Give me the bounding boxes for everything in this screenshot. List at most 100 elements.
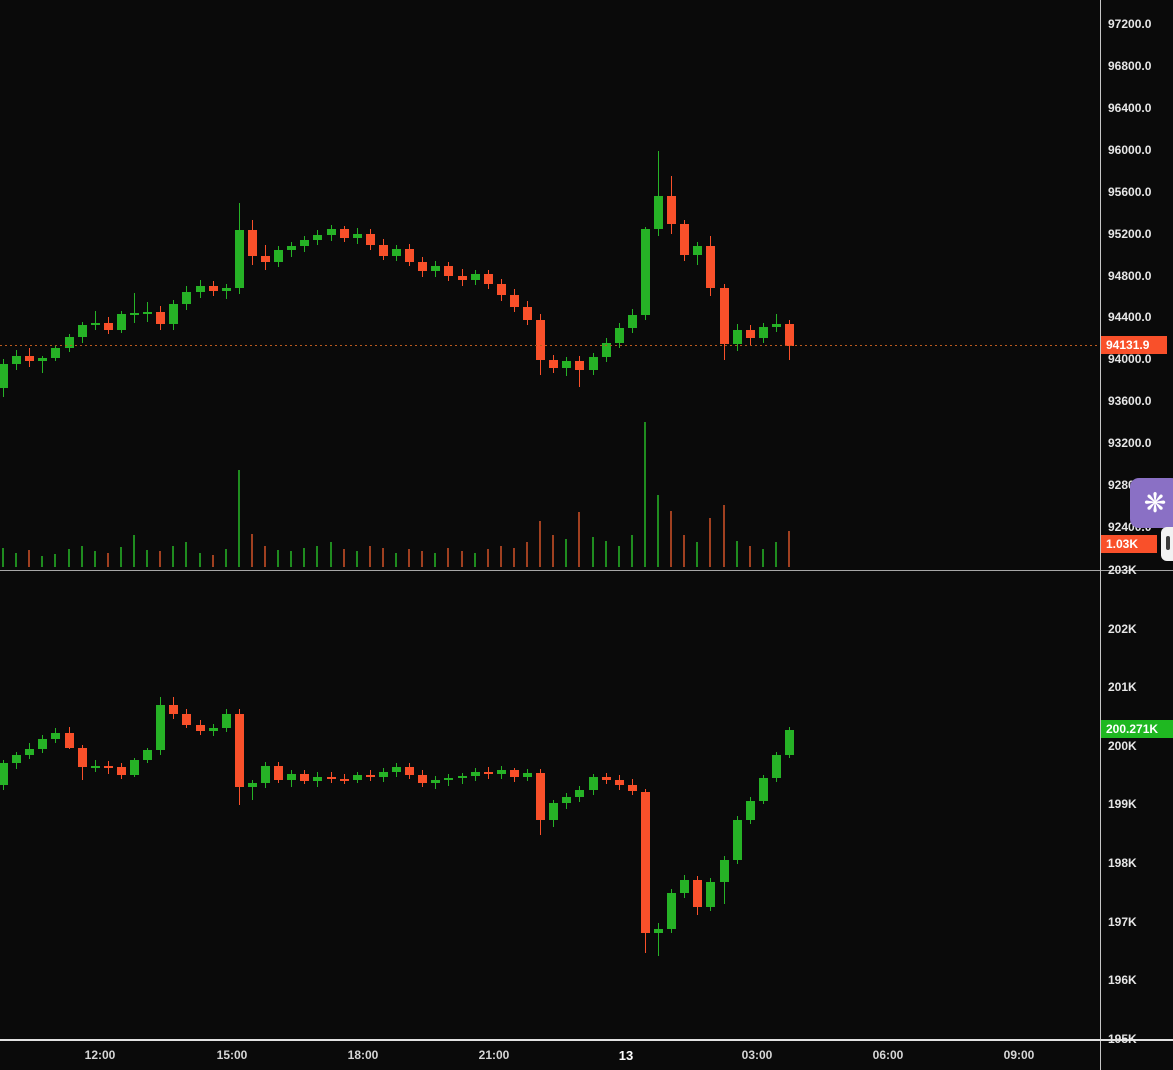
candle-body bbox=[78, 747, 87, 768]
candle-body bbox=[274, 250, 283, 262]
time-axis[interactable]: 12:00 15:00 18:00 21:00 13 03:00 06:00 09:00 bbox=[0, 1040, 1173, 1070]
candle-body bbox=[78, 324, 87, 338]
candle-wick bbox=[658, 150, 659, 236]
candle-body bbox=[313, 776, 322, 781]
candle-body bbox=[615, 327, 624, 343]
candle-body bbox=[641, 229, 650, 316]
candle-body bbox=[772, 754, 781, 779]
volume-bar bbox=[264, 545, 266, 567]
candle-body bbox=[497, 770, 506, 774]
candle-wick bbox=[776, 314, 777, 333]
time-tick-label: 21:00 bbox=[478, 1048, 510, 1062]
price-tick-label: 96000.0 bbox=[1108, 142, 1152, 157]
candle-wick bbox=[95, 311, 96, 330]
candle-body bbox=[667, 195, 676, 225]
candle-body bbox=[248, 782, 257, 787]
candle-body bbox=[143, 312, 152, 315]
candle-body bbox=[458, 776, 467, 779]
candle-body bbox=[641, 791, 650, 933]
candle-body bbox=[117, 766, 126, 775]
candle-wick bbox=[658, 922, 659, 956]
candle-body bbox=[130, 313, 139, 316]
price-tick-label: 96800.0 bbox=[1108, 58, 1152, 73]
candle-body bbox=[379, 245, 388, 256]
candle-body bbox=[536, 319, 545, 361]
price-tick-label: 200K bbox=[1108, 738, 1137, 753]
clipped-edge-widget[interactable] bbox=[1161, 527, 1173, 561]
price-tick-label: 95600.0 bbox=[1108, 184, 1152, 199]
price-tick-label: 198K bbox=[1108, 856, 1137, 870]
candle-body bbox=[536, 773, 545, 820]
price-tick-label: 97200.0 bbox=[1108, 17, 1152, 31]
candle-body bbox=[392, 249, 401, 256]
candle-body bbox=[287, 773, 296, 781]
indicator-current-value-label: 200.271K bbox=[1101, 720, 1173, 738]
candle-body bbox=[562, 796, 571, 804]
volume-bar bbox=[185, 542, 187, 567]
candle-body bbox=[182, 292, 191, 304]
candle-body bbox=[353, 233, 362, 238]
candle-body bbox=[785, 729, 794, 755]
candle-body bbox=[287, 246, 296, 251]
volume-bar bbox=[290, 551, 292, 567]
time-tick-label: 03:00 bbox=[741, 1048, 773, 1062]
candle-body bbox=[484, 274, 493, 284]
current-price-label: 94131.9 bbox=[1101, 336, 1167, 354]
candle-body bbox=[0, 363, 8, 388]
candle-body bbox=[733, 330, 742, 344]
chart-plot-area[interactable] bbox=[0, 0, 1100, 1040]
volume-bar bbox=[592, 537, 594, 567]
price-axis-border bbox=[1100, 0, 1101, 1070]
volume-bar bbox=[251, 534, 253, 567]
candle-body bbox=[261, 255, 270, 262]
candle-body bbox=[759, 778, 768, 801]
candle-body bbox=[222, 713, 231, 729]
volume-bar bbox=[408, 549, 410, 567]
candle-body bbox=[431, 779, 440, 784]
volume-bar bbox=[382, 547, 384, 567]
candle-body bbox=[589, 777, 598, 791]
candle-body bbox=[680, 879, 689, 894]
volume-bar bbox=[159, 551, 161, 567]
sparkle-ai-widget-button[interactable]: ❋ bbox=[1130, 478, 1173, 528]
price-tick-label: 94400.0 bbox=[1108, 310, 1152, 325]
candle-body bbox=[327, 776, 336, 779]
volume-bar bbox=[670, 511, 672, 567]
candle-body bbox=[418, 775, 427, 784]
candle-body bbox=[12, 356, 21, 364]
volume-bar bbox=[565, 538, 567, 567]
price-tick-label: 96400.0 bbox=[1108, 100, 1152, 115]
candle-body bbox=[38, 358, 47, 362]
candle-body bbox=[0, 763, 8, 786]
volume-bar bbox=[41, 555, 43, 567]
pane-separator-handle[interactable] bbox=[0, 570, 1173, 571]
candle-body bbox=[772, 323, 781, 327]
volume-bar bbox=[238, 470, 240, 567]
price-tick-label: 95200.0 bbox=[1108, 226, 1152, 241]
time-tick-label: 09:00 bbox=[1003, 1048, 1035, 1062]
volume-bar bbox=[369, 546, 371, 567]
candle-body bbox=[785, 323, 794, 346]
candle-body bbox=[25, 356, 34, 362]
candle-body bbox=[589, 357, 598, 370]
candle-body bbox=[746, 800, 755, 821]
volume-bar bbox=[736, 540, 738, 567]
candle-body bbox=[12, 754, 21, 764]
volume-bar bbox=[775, 542, 777, 567]
candle-body bbox=[65, 732, 74, 748]
candle-body bbox=[654, 928, 663, 933]
candle-body bbox=[759, 326, 768, 339]
candle-body bbox=[91, 322, 100, 325]
volume-bar bbox=[225, 549, 227, 567]
indicator-pane[interactable] bbox=[0, 570, 1100, 1040]
candle-body bbox=[484, 771, 493, 774]
price-pane[interactable] bbox=[0, 0, 1100, 570]
candle-body bbox=[38, 738, 47, 749]
candle-body bbox=[602, 342, 611, 358]
volume-bar bbox=[330, 542, 332, 567]
candle-body bbox=[25, 748, 34, 755]
volume-bar bbox=[303, 547, 305, 567]
price-tick-label: 93600.0 bbox=[1108, 394, 1152, 409]
candle-body bbox=[196, 725, 205, 732]
volume-bar bbox=[657, 494, 659, 567]
